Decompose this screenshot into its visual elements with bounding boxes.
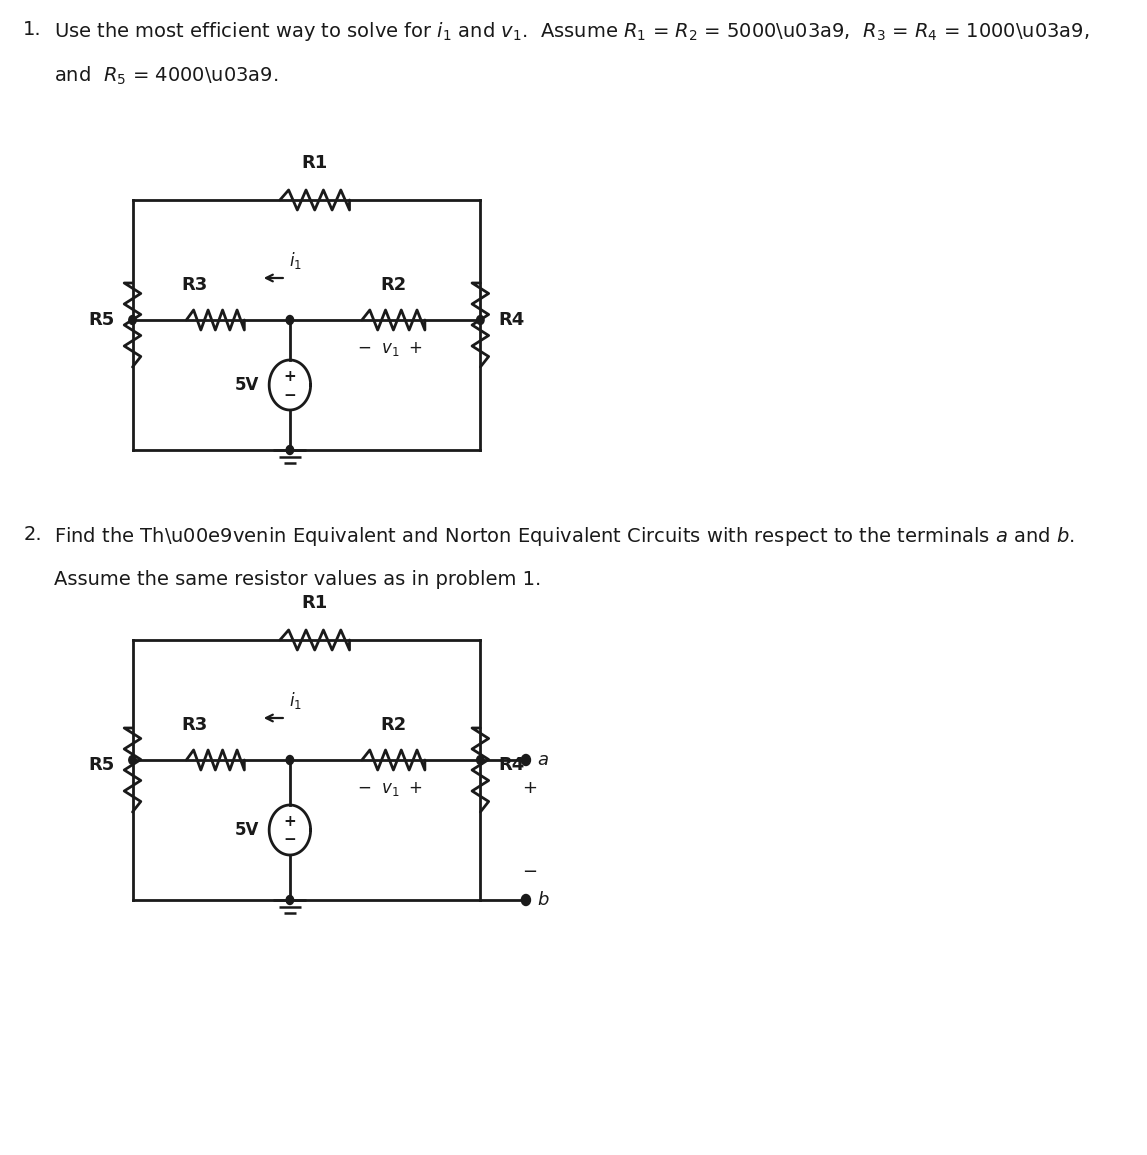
Text: −: − <box>283 833 296 848</box>
Text: +: + <box>523 778 538 797</box>
Text: and  $R_5$ = 4000\u03a9.: and $R_5$ = 4000\u03a9. <box>54 65 279 88</box>
Circle shape <box>286 895 294 904</box>
Text: Use the most efficient way to solve for $i_1$ and $v_1$.  Assume $R_1$ = $R_2$ =: Use the most efficient way to solve for … <box>54 20 1090 43</box>
Text: +: + <box>283 813 296 828</box>
Text: 1.: 1. <box>23 20 41 39</box>
Text: R4: R4 <box>499 311 525 329</box>
Circle shape <box>477 755 484 765</box>
Circle shape <box>522 754 530 766</box>
Circle shape <box>522 894 530 906</box>
Text: R5: R5 <box>88 311 115 329</box>
Text: 5V: 5V <box>235 821 259 839</box>
Text: R4: R4 <box>499 757 525 774</box>
Text: R3: R3 <box>181 716 208 733</box>
Circle shape <box>128 755 136 765</box>
Text: R2: R2 <box>381 716 406 733</box>
Text: 2.: 2. <box>23 526 41 544</box>
Text: $-\ \ v_1\ +$: $-\ \ v_1\ +$ <box>357 340 422 358</box>
Text: Assume the same resistor values as in problem 1.: Assume the same resistor values as in pr… <box>54 571 541 589</box>
Text: R2: R2 <box>381 276 406 295</box>
Text: R5: R5 <box>88 757 115 774</box>
Text: $i_1$: $i_1$ <box>289 690 302 711</box>
Text: −: − <box>523 863 538 881</box>
Text: R3: R3 <box>181 276 208 295</box>
Circle shape <box>286 755 294 765</box>
Circle shape <box>286 315 294 325</box>
Text: R1: R1 <box>302 594 328 612</box>
Text: $i_1$: $i_1$ <box>289 249 302 271</box>
Text: $b$: $b$ <box>537 891 549 909</box>
Text: 5V: 5V <box>235 377 259 394</box>
Circle shape <box>286 446 294 455</box>
Circle shape <box>128 315 136 325</box>
Text: R1: R1 <box>302 154 328 172</box>
Text: $a$: $a$ <box>537 751 548 769</box>
Text: Find the Th\u00e9venin Equivalent and Norton Equivalent Circuits with respect to: Find the Th\u00e9venin Equivalent and No… <box>54 526 1075 547</box>
Circle shape <box>477 315 484 325</box>
Text: +: + <box>283 368 296 383</box>
Text: −: − <box>283 387 296 402</box>
Text: $-\ \ v_1\ +$: $-\ \ v_1\ +$ <box>357 780 422 798</box>
